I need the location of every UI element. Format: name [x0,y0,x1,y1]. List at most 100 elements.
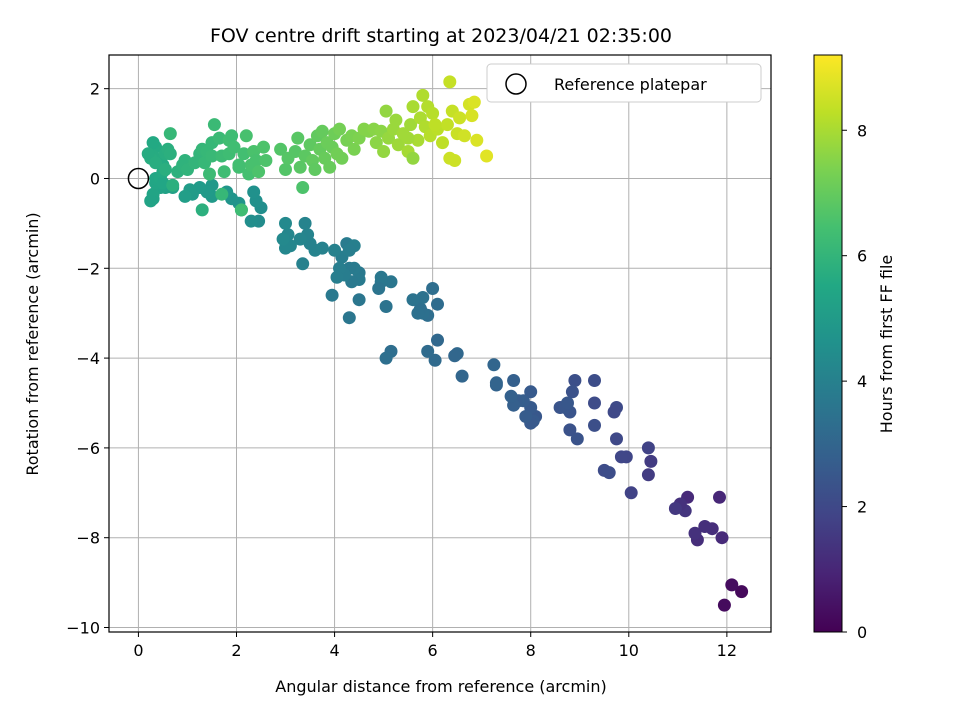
x-tick-label: 4 [329,641,339,660]
colorbar-tick-label: 8 [857,121,867,140]
data-point [443,75,457,89]
data-point [465,109,479,123]
y-tick-label: −10 [66,619,100,638]
data-point [735,585,749,599]
data-point [379,351,393,365]
reference-platepar-marker [127,167,150,190]
data-point [166,178,180,192]
data-point [232,158,246,172]
data-point [416,88,430,102]
x-tick-label: 12 [717,641,737,660]
data-point [215,187,229,201]
data-point [426,106,440,120]
data-point [372,282,386,295]
data-point [406,293,420,307]
data-point [141,147,155,161]
data-point [163,147,177,161]
data-point [411,306,425,320]
data-point [470,133,484,147]
data-point [467,95,481,109]
data-point [568,374,582,387]
y-tick-label: −4 [76,349,100,368]
data-point [570,432,584,446]
data-point [698,520,712,533]
data-point [428,118,442,132]
data-point [431,297,444,311]
data-point [234,203,248,217]
data-point [519,410,533,423]
data-point [369,136,383,150]
scatter-points [141,75,749,612]
data-point [146,136,160,150]
data-point [293,160,307,174]
data-point [641,441,655,455]
data-point [426,282,440,295]
data-point [296,257,310,271]
data-point [428,353,442,367]
y-tick-label: −8 [76,529,100,548]
data-point [247,185,261,199]
data-point [237,147,251,161]
y-tick-label: 2 [90,80,100,99]
data-point [713,490,726,504]
data-point [563,423,577,437]
data-point [225,129,239,143]
data-point [384,275,398,289]
data-point [436,136,449,150]
data-point [421,344,435,358]
data-point [607,405,621,419]
data-point [227,140,241,154]
legend: Reference platepar [486,63,762,103]
data-point [315,124,329,138]
data-point [565,385,579,399]
data-point [195,203,209,217]
data-point [717,598,731,612]
legend-entry-reference-platepar: Reference platepar [554,75,707,94]
data-point [276,232,290,246]
colorbar-gradient [813,54,843,633]
x-axis-label: Angular distance from reference (arcmin) [275,677,606,696]
data-point [411,133,425,147]
data-point [453,111,467,125]
y-axis-ticks: 2 0 −2 −4 −6 −8 −10 [66,80,109,638]
data-point [207,118,221,132]
data-point [404,118,418,132]
data-point [374,270,388,284]
x-tick-label: 6 [428,641,438,660]
colorbar-tick-label: 2 [857,498,867,517]
colorbar-tick-label: 6 [857,247,867,266]
data-point [715,531,729,545]
data-point [644,454,658,468]
data-point [158,163,172,176]
data-point [163,127,177,141]
data-point [249,154,263,167]
data-point [178,189,192,203]
data-point [524,385,538,399]
data-point [614,450,628,464]
data-point [668,502,682,515]
data-point [455,369,469,383]
data-point [293,232,307,246]
data-point [624,486,638,500]
y-tick-label: −2 [76,259,100,278]
y-tick-label: −6 [76,439,100,458]
plot-frame [108,54,772,633]
data-point [487,358,501,372]
data-point [325,288,339,302]
data-point [561,396,574,410]
data-point [588,374,601,387]
data-point [406,151,420,165]
data-point [288,145,302,158]
data-point [149,156,163,170]
data-point [212,131,226,145]
data-point [379,104,393,118]
data-point [504,389,518,403]
data-point [347,142,361,156]
data-point [431,333,444,347]
data-point [377,145,391,158]
data-point [330,270,344,284]
data-point [458,129,471,143]
data-point [588,396,601,410]
legend-marker-icon [505,73,527,95]
